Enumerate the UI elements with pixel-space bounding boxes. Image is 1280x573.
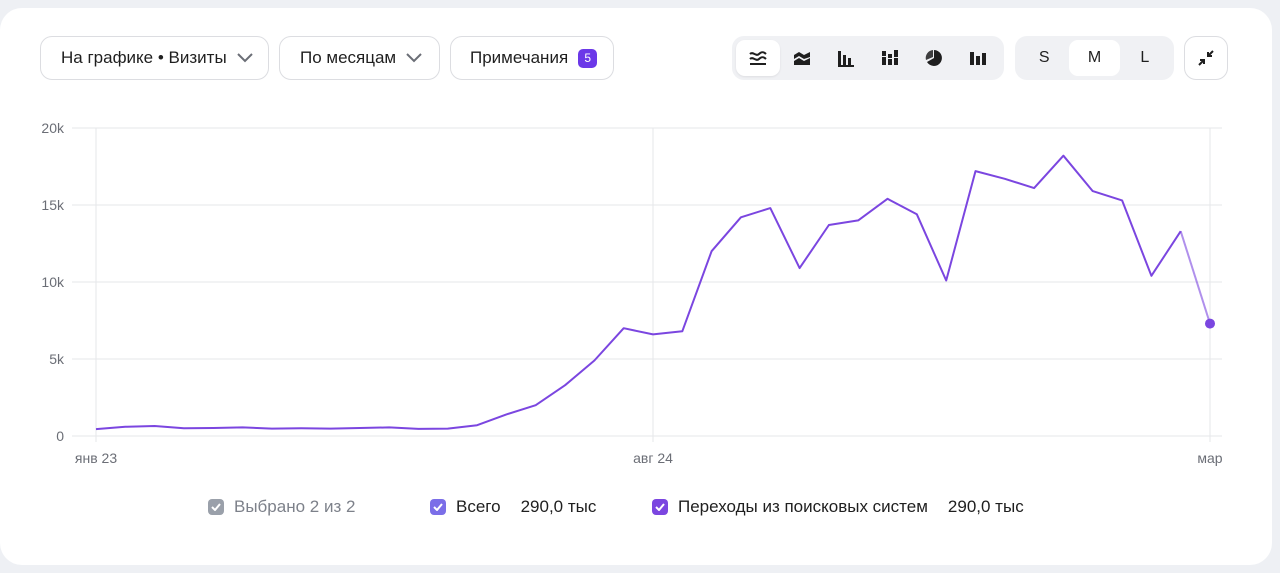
y-tick-label: 15k xyxy=(41,197,65,213)
chevron-down-icon xyxy=(236,53,253,63)
check-icon xyxy=(208,499,224,515)
notes-button[interactable]: Примечания 5 xyxy=(450,36,614,80)
line-chart-button[interactable] xyxy=(736,40,780,76)
size-l-button[interactable]: L xyxy=(1140,49,1150,66)
metric-dropdown[interactable]: На графике • Визиты xyxy=(40,36,269,80)
chart-type-switcher xyxy=(732,36,1004,80)
size-m-button[interactable]: M xyxy=(1069,40,1120,76)
series-line xyxy=(95,154,1182,431)
legend-item-name: Переходы из поисковых систем xyxy=(678,497,928,516)
y-tick-label: 10k xyxy=(41,274,65,290)
x-tick-label: авг 24 xyxy=(633,450,673,466)
check-icon xyxy=(430,499,446,515)
x-tick-label: янв 23 xyxy=(75,450,117,466)
legend-item-value: 290,0 тыс xyxy=(947,497,1024,516)
bar-chart-icon xyxy=(838,51,854,67)
legend-item-value: 290,0 тыс xyxy=(520,497,597,516)
bar-chart-button[interactable] xyxy=(824,40,868,76)
legend-item-name: Всего xyxy=(456,497,501,516)
stacked-bar-button[interactable] xyxy=(868,40,912,76)
notes-count-badge: 5 xyxy=(578,48,598,68)
size-s-button[interactable]: S xyxy=(1038,49,1050,66)
legend-selected[interactable]: Выбрано 2 из 2 xyxy=(208,497,355,517)
collapse-icon xyxy=(1198,50,1214,66)
legend-item-total[interactable]: Всего 290,0 тыс xyxy=(430,497,596,517)
pie-chart-button[interactable] xyxy=(912,40,956,76)
legend-item-search[interactable]: Переходы из поисковых систем 290,0 тыс xyxy=(652,497,1024,517)
line-chart-icon xyxy=(749,51,767,65)
area-chart-button[interactable] xyxy=(780,40,824,76)
pie-chart-icon xyxy=(925,50,942,66)
x-tick-label: мар xyxy=(1197,450,1222,466)
size-switcher: S M L xyxy=(1015,36,1174,80)
stacked-bar-icon xyxy=(882,50,898,65)
period-dropdown-label: По месяцам xyxy=(300,48,397,67)
chart-card xyxy=(0,8,1272,565)
check-icon xyxy=(652,499,668,515)
column-chart-icon xyxy=(970,52,986,65)
period-dropdown[interactable]: По месяцам xyxy=(279,36,440,80)
area-chart-icon xyxy=(794,52,810,65)
series-line-incomplete xyxy=(1179,230,1211,324)
metric-dropdown-label: На графике • Визиты xyxy=(61,48,227,67)
y-tick-label: 0 xyxy=(56,428,64,444)
y-tick-label: 5k xyxy=(49,351,65,367)
notes-label: Примечания xyxy=(470,48,569,67)
chevron-down-icon xyxy=(406,53,422,63)
column-chart-button[interactable] xyxy=(956,40,1000,76)
data-point xyxy=(1205,318,1215,329)
legend-selected-label: Выбрано 2 из 2 xyxy=(234,497,356,516)
collapse-button[interactable] xyxy=(1184,36,1228,80)
y-tick-label: 20k xyxy=(41,120,65,136)
